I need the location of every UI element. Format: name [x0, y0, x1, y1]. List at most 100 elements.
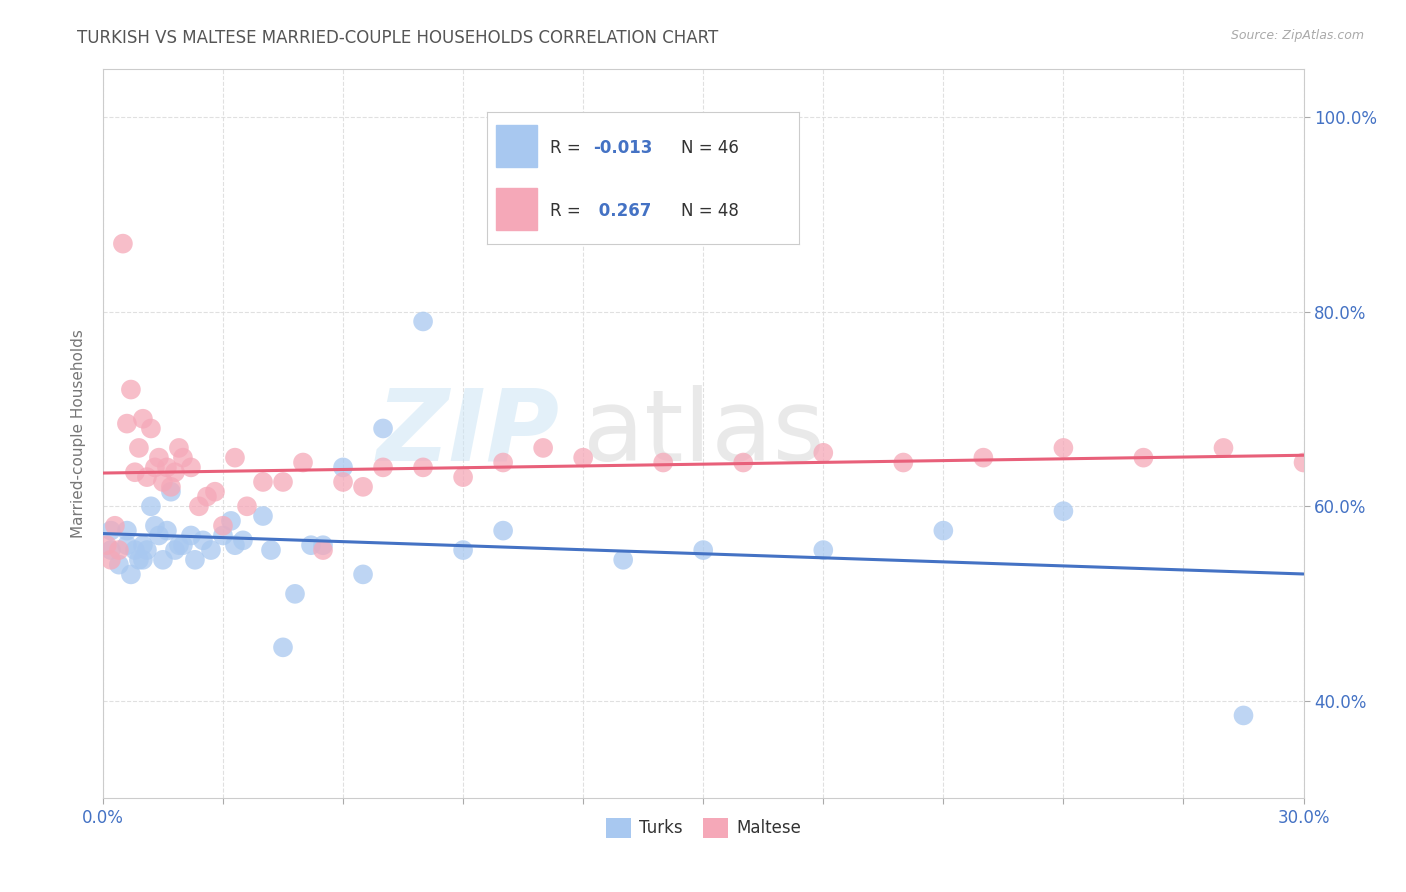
Point	[332, 475, 354, 489]
Point	[172, 538, 194, 552]
Point	[132, 538, 155, 552]
Point	[299, 538, 322, 552]
Point	[156, 460, 179, 475]
Point	[932, 524, 955, 538]
Point	[100, 543, 122, 558]
Point	[224, 450, 246, 465]
Point	[104, 518, 127, 533]
Point	[191, 533, 214, 548]
Point	[148, 450, 170, 465]
Point	[184, 553, 207, 567]
Point	[1232, 708, 1254, 723]
Point	[271, 640, 294, 655]
Point	[1132, 450, 1154, 465]
Point	[100, 524, 122, 538]
Point	[371, 460, 394, 475]
Point	[115, 538, 138, 552]
Point	[160, 484, 183, 499]
Point	[96, 538, 118, 552]
Point	[292, 456, 315, 470]
Y-axis label: Married-couple Households: Married-couple Households	[72, 329, 86, 538]
Point	[219, 514, 242, 528]
Point	[160, 480, 183, 494]
Point	[172, 450, 194, 465]
Point	[212, 528, 235, 542]
Point	[232, 533, 254, 548]
Point	[204, 484, 226, 499]
Point	[692, 543, 714, 558]
Point	[115, 524, 138, 538]
Point	[332, 460, 354, 475]
Point	[492, 456, 515, 470]
Point	[733, 456, 755, 470]
Point	[572, 450, 595, 465]
Point	[200, 543, 222, 558]
Point	[148, 528, 170, 542]
Point	[188, 500, 211, 514]
Point	[124, 465, 146, 479]
Point	[156, 524, 179, 538]
Point	[451, 543, 474, 558]
Point	[531, 441, 554, 455]
Point	[143, 460, 166, 475]
Point	[108, 558, 131, 572]
Point	[108, 543, 131, 558]
Point	[152, 475, 174, 489]
Point	[652, 456, 675, 470]
Point	[371, 421, 394, 435]
Point	[136, 470, 159, 484]
Point	[100, 553, 122, 567]
Point	[120, 567, 142, 582]
Point	[252, 508, 274, 523]
Text: Source: ZipAtlas.com: Source: ZipAtlas.com	[1230, 29, 1364, 42]
Point	[236, 500, 259, 514]
Point	[163, 543, 186, 558]
Point	[132, 553, 155, 567]
Point	[115, 417, 138, 431]
Point	[180, 528, 202, 542]
Point	[412, 314, 434, 328]
Point	[136, 543, 159, 558]
Point	[1052, 441, 1074, 455]
Point	[152, 553, 174, 567]
Point	[1292, 456, 1315, 470]
Point	[139, 500, 162, 514]
Point	[120, 383, 142, 397]
Text: TURKISH VS MALTESE MARRIED-COUPLE HOUSEHOLDS CORRELATION CHART: TURKISH VS MALTESE MARRIED-COUPLE HOUSEH…	[77, 29, 718, 46]
Point	[312, 543, 335, 558]
Point	[813, 446, 835, 460]
Point	[224, 538, 246, 552]
Point	[195, 490, 218, 504]
Point	[128, 441, 150, 455]
Point	[612, 553, 634, 567]
Text: ZIP: ZIP	[377, 384, 560, 482]
Point	[271, 475, 294, 489]
Point	[312, 538, 335, 552]
Legend: Turks, Maltese: Turks, Maltese	[599, 811, 807, 845]
Point	[111, 236, 134, 251]
Point	[891, 456, 914, 470]
Point	[163, 465, 186, 479]
Point	[352, 567, 374, 582]
Point	[124, 543, 146, 558]
Point	[128, 553, 150, 567]
Point	[492, 524, 515, 538]
Point	[132, 411, 155, 425]
Point	[180, 460, 202, 475]
Point	[451, 470, 474, 484]
Point	[352, 480, 374, 494]
Point	[167, 441, 190, 455]
Point	[412, 460, 434, 475]
Point	[260, 543, 283, 558]
Point	[813, 543, 835, 558]
Point	[1212, 441, 1234, 455]
Point	[284, 587, 307, 601]
Point	[252, 475, 274, 489]
Point	[167, 538, 190, 552]
Point	[1052, 504, 1074, 518]
Point	[143, 518, 166, 533]
Text: atlas: atlas	[583, 384, 825, 482]
Point	[212, 518, 235, 533]
Point	[139, 421, 162, 435]
Point	[972, 450, 994, 465]
